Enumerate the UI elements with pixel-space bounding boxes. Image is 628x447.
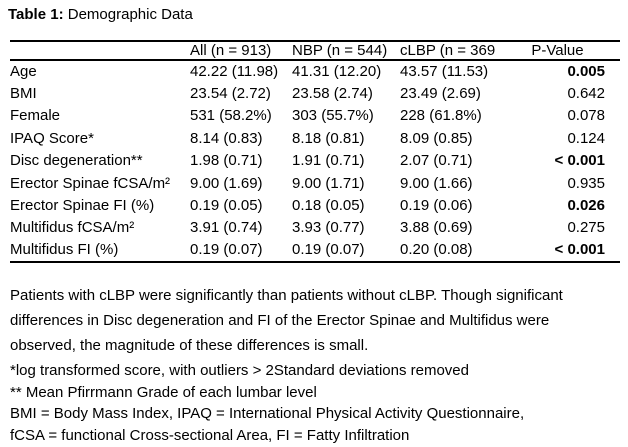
cell-clbp: 8.09 (0.85) bbox=[400, 129, 473, 147]
cell-all: 0.19 (0.07) bbox=[190, 241, 263, 259]
table-row: Multifidus FI (%) 0.19 (0.07) 0.19 (0.07… bbox=[10, 239, 620, 261]
cell-all: 531 (58.2%) bbox=[190, 107, 272, 125]
table-title-text: Demographic Data bbox=[63, 6, 193, 23]
column-header-pvalue: P-Value bbox=[495, 41, 620, 61]
column-header-nbp: NBP (n = 544) bbox=[292, 41, 400, 61]
cell-pvalue: < 0.001 bbox=[554, 241, 605, 259]
row-label: Multifidus FI (%) bbox=[10, 241, 119, 259]
cell-clbp: 228 (61.8%) bbox=[400, 107, 482, 125]
table-row: Erector Spinae FI (%) 0.19 (0.05) 0.18 (… bbox=[10, 194, 620, 216]
cell-clbp: 0.20 (0.08) bbox=[400, 241, 473, 259]
row-label: Multifidus fCSA/m² bbox=[10, 219, 135, 237]
cell-pvalue: 0.642 bbox=[567, 85, 605, 103]
cell-pvalue: 0.005 bbox=[567, 63, 605, 81]
cell-all: 23.54 (2.72) bbox=[190, 85, 271, 103]
cell-clbp: 23.49 (2.69) bbox=[400, 85, 481, 103]
row-label: Disc degeneration** bbox=[10, 152, 143, 170]
cell-clbp: 3.88 (0.69) bbox=[400, 219, 473, 237]
cell-all: 0.19 (0.05) bbox=[190, 197, 263, 215]
table-row: Age 42.22 (11.98) 41.31 (12.20) 43.57 (1… bbox=[10, 60, 620, 82]
cell-pvalue: 0.078 bbox=[567, 107, 605, 125]
table-row: Female 531 (58.2%) 303 (55.7%) 228 (61.8… bbox=[10, 105, 620, 127]
table-title-number: Table 1: bbox=[8, 6, 64, 23]
cell-all: 9.00 (1.69) bbox=[190, 174, 263, 192]
cell-clbp: 2.07 (0.71) bbox=[400, 152, 473, 170]
column-header-blank bbox=[10, 41, 190, 61]
row-label: IPAQ Score* bbox=[10, 129, 94, 147]
cell-all: 3.91 (0.74) bbox=[190, 219, 263, 237]
cell-clbp: 0.19 (0.06) bbox=[400, 197, 473, 215]
cell-nbp: 0.18 (0.05) bbox=[292, 197, 365, 215]
footnote-line: BMI = Body Mass Index, IPAQ = Internatio… bbox=[10, 405, 525, 422]
table-row: Erector Spinae fCSA/m² 9.00 (1.69) 9.00 … bbox=[10, 172, 620, 194]
table-row: Multifidus fCSA/m² 3.91 (0.74) 3.93 (0.7… bbox=[10, 217, 620, 239]
cell-pvalue: 0.124 bbox=[567, 129, 605, 147]
table-title: Table 1: Demographic Data bbox=[8, 6, 193, 23]
cell-clbp: 43.57 (11.53) bbox=[400, 63, 489, 81]
demographics-table: All (n = 913) NBP (n = 544) cLBP (n = 36… bbox=[10, 40, 620, 263]
cell-all: 42.22 (11.98) bbox=[190, 63, 279, 81]
cell-all: 8.14 (0.83) bbox=[190, 129, 263, 147]
cell-nbp: 3.93 (0.77) bbox=[292, 219, 365, 237]
table-row: BMI 23.54 (2.72) 23.58 (2.74) 23.49 (2.6… bbox=[10, 82, 620, 104]
cell-nbp: 9.00 (1.71) bbox=[292, 174, 365, 192]
cell-pvalue: 0.935 bbox=[567, 174, 605, 192]
row-label: Erector Spinae fCSA/m² bbox=[10, 174, 171, 192]
cell-nbp: 23.58 (2.74) bbox=[292, 85, 373, 103]
row-label: Erector Spinae FI (%) bbox=[10, 197, 155, 215]
row-label: BMI bbox=[10, 85, 37, 103]
summary-paragraph-line: Patients with cLBP were significantly th… bbox=[10, 287, 563, 304]
cell-nbp: 0.19 (0.07) bbox=[292, 241, 365, 259]
cell-pvalue: < 0.001 bbox=[554, 152, 605, 170]
footnotes: *log transformed score, with outliers > … bbox=[10, 360, 620, 446]
table-row: IPAQ Score* 8.14 (0.83) 8.18 (0.81) 8.09… bbox=[10, 127, 620, 149]
cell-pvalue: 0.275 bbox=[567, 219, 605, 237]
cell-pvalue: 0.026 bbox=[567, 197, 605, 215]
cell-nbp: 8.18 (0.81) bbox=[292, 129, 365, 147]
footnote-line: *log transformed score, with outliers > … bbox=[10, 362, 469, 379]
summary-paragraph-line: differences in Disc degeneration and FI … bbox=[10, 312, 550, 329]
row-label: Age bbox=[10, 63, 37, 81]
column-header-all: All (n = 913) bbox=[190, 41, 292, 61]
footnote-line: fCSA = functional Cross-sectional Area, … bbox=[10, 426, 410, 444]
cell-nbp: 303 (55.7%) bbox=[292, 107, 374, 125]
cell-all: 1.98 (0.71) bbox=[190, 152, 263, 170]
cell-nbp: 1.91 (0.71) bbox=[292, 152, 365, 170]
cell-clbp: 9.00 (1.66) bbox=[400, 174, 473, 192]
row-label: Female bbox=[10, 107, 61, 125]
header-row: All (n = 913) NBP (n = 544) cLBP (n = 36… bbox=[10, 41, 620, 61]
footnote-line: ** Mean Pfirrmann Grade of each lumbar l… bbox=[10, 383, 317, 401]
summary-paragraph: Patients with cLBP were significantly th… bbox=[10, 283, 620, 358]
summary-paragraph-line: observed, the magnitude of these differe… bbox=[10, 337, 369, 354]
column-header-clbp: cLBP (n = 369) bbox=[400, 41, 495, 61]
table-row: Disc degeneration** 1.98 (0.71) 1.91 (0.… bbox=[10, 150, 620, 172]
cell-nbp: 41.31 (12.20) bbox=[292, 63, 382, 81]
